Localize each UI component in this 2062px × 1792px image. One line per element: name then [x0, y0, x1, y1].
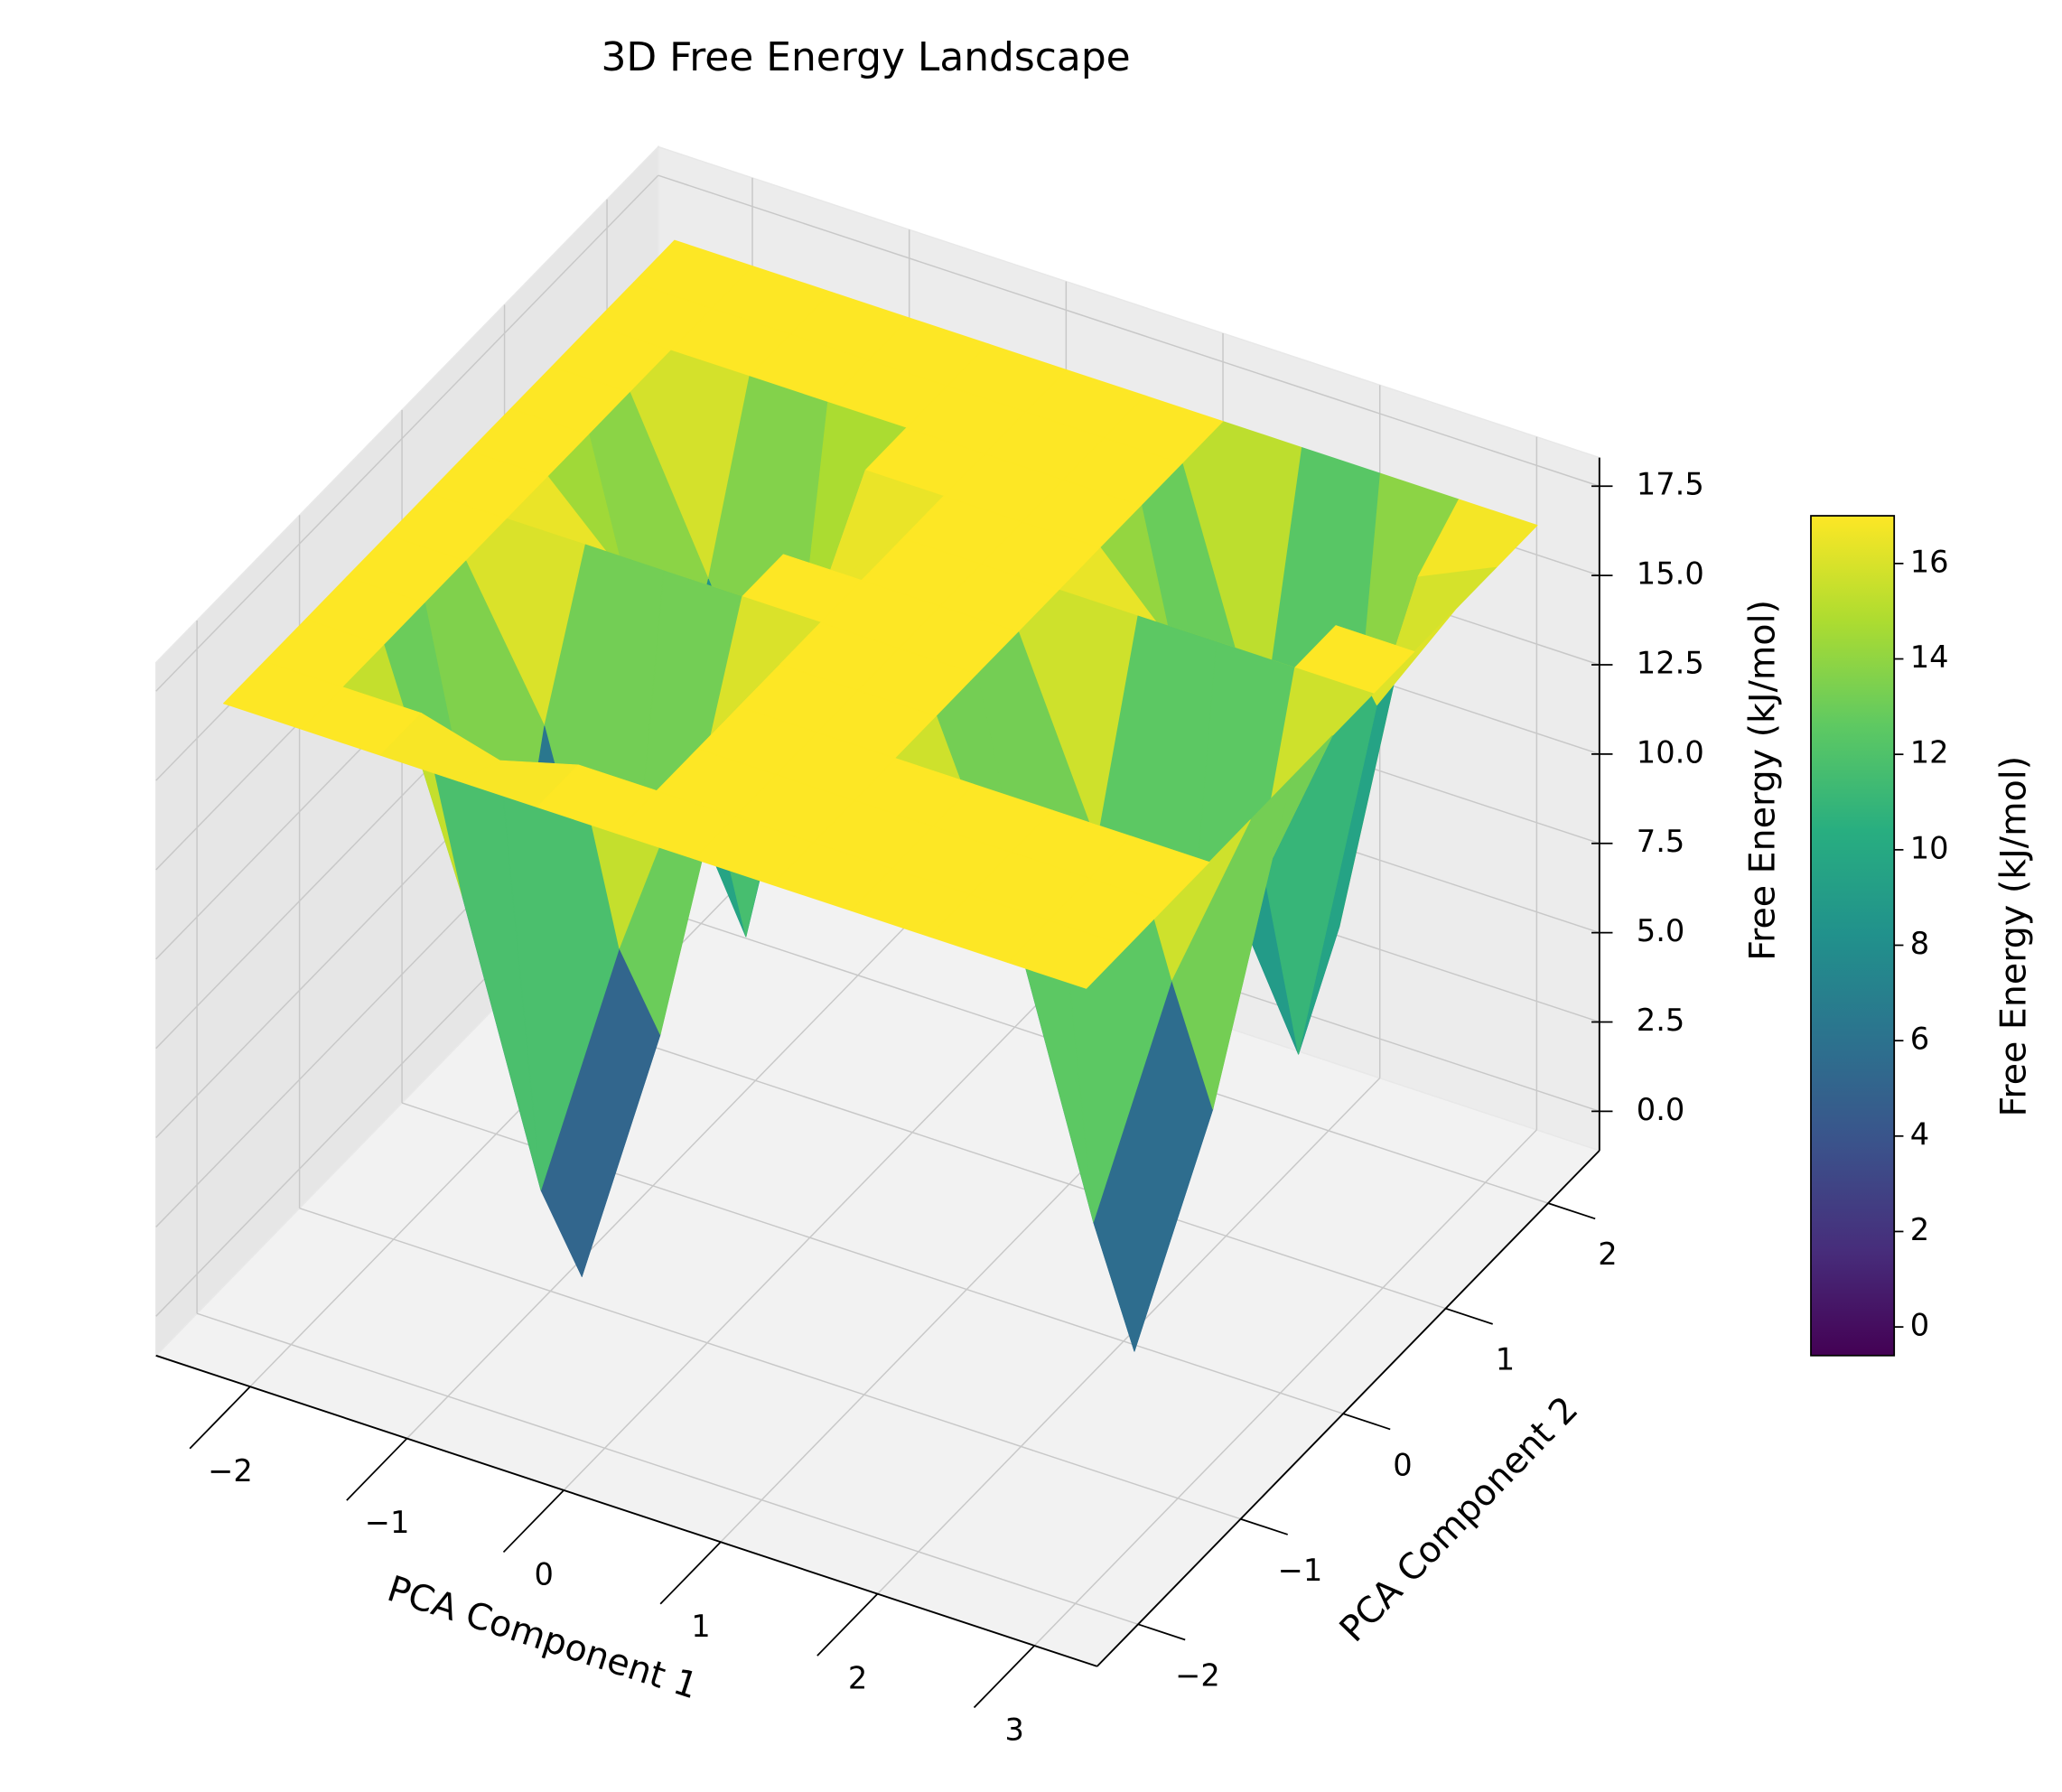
- z-tick-label: 0.0: [1637, 1092, 1685, 1127]
- y-tick: [1240, 1517, 1288, 1535]
- colorbar-tick-label: 0: [1910, 1308, 1929, 1343]
- grid-line: [504, 996, 1446, 1310]
- colorbar-tick-label: 10: [1910, 830, 1949, 865]
- grid-line: [299, 1207, 1241, 1520]
- colorbar-label: Free Energy (kJ/mol): [1992, 756, 2034, 1117]
- z-tick-label: 15.0: [1637, 556, 1704, 592]
- z-tick-label: 2.5: [1637, 1003, 1685, 1038]
- z-tick-label: 7.5: [1637, 824, 1685, 859]
- colorbar-tick-label: 2: [1910, 1212, 1929, 1247]
- colorbar-tick-label: 12: [1910, 735, 1949, 770]
- x-tick-label: 1: [691, 1609, 710, 1644]
- axis-line: [155, 1354, 1098, 1667]
- x-tick-label: −1: [365, 1505, 410, 1540]
- colorbar-tick-label: 4: [1910, 1116, 1929, 1152]
- y-tick: [1445, 1307, 1493, 1325]
- x-tick: [502, 1489, 564, 1554]
- y-tick: [1547, 1202, 1596, 1220]
- colorbar-tick-label: 6: [1910, 1022, 1929, 1057]
- grid-line: [1033, 1129, 1537, 1647]
- chart-title: 3D Free Energy Landscape: [601, 34, 1130, 80]
- x-tick: [816, 1592, 879, 1657]
- plot-area: 3D Free Energy Landscape −2−10123−2−1012…: [154, 34, 2034, 1748]
- z-tick-label: 12.5: [1637, 645, 1704, 680]
- y-tick-label: 0: [1393, 1447, 1412, 1482]
- z-tick-label: 17.5: [1637, 467, 1704, 502]
- grid-line: [406, 922, 910, 1440]
- axis-line: [1096, 1150, 1600, 1667]
- y-axis-label: PCA Component 2: [1331, 1388, 1586, 1650]
- x-tick-label: 0: [535, 1557, 554, 1592]
- grid-line: [155, 174, 659, 692]
- grid-line: [563, 974, 1067, 1491]
- y-tick-label: 1: [1496, 1342, 1515, 1377]
- colorbar-tick-label: 14: [1910, 639, 1949, 675]
- x-tick: [973, 1645, 1035, 1709]
- grid-line: [196, 1312, 1139, 1625]
- y-tick-label: 2: [1598, 1237, 1617, 1272]
- colorbar-tick-label: 16: [1910, 544, 1949, 579]
- x-tick-label: 3: [1005, 1713, 1024, 1748]
- x-tick: [659, 1541, 722, 1605]
- z-tick-label: 5.0: [1637, 913, 1685, 948]
- x-tick: [189, 1386, 251, 1450]
- y-tick: [1137, 1623, 1186, 1641]
- colorbar-tick-label: 8: [1910, 926, 1929, 961]
- x-tick: [346, 1437, 408, 1501]
- colorbar: [1810, 515, 1896, 1357]
- x-tick-label: 2: [848, 1660, 867, 1695]
- z-axis-label: Free Energy (kJ/mol): [1741, 600, 1783, 961]
- y-tick-label: −1: [1278, 1553, 1323, 1588]
- y-tick: [1342, 1413, 1391, 1431]
- y-tick-label: −2: [1175, 1657, 1220, 1693]
- z-tick-label: 10.0: [1637, 734, 1704, 770]
- grid-line: [658, 174, 1600, 487]
- surface-patch: [1007, 919, 1128, 989]
- x-tick-label: −2: [208, 1453, 253, 1489]
- grid-line: [877, 1078, 1381, 1595]
